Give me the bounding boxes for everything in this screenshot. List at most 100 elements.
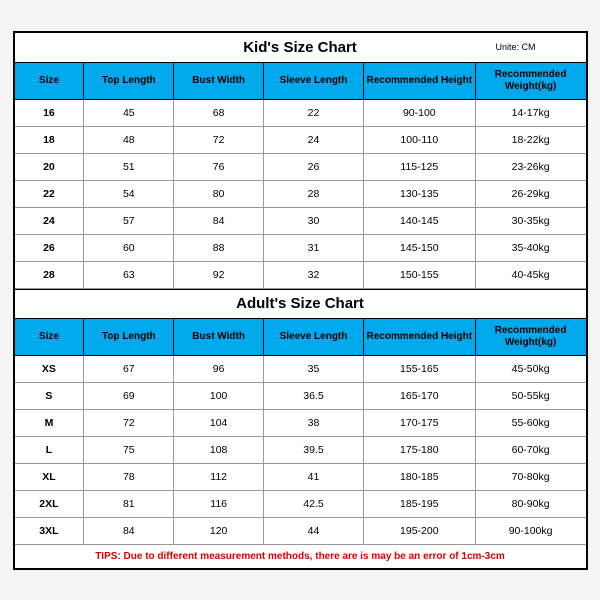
table-cell: 63 [84,262,174,289]
table-cell: 18-22kg [476,127,586,154]
table-cell: 72 [84,410,174,437]
table-cell: 55-60kg [476,410,586,437]
table-cell: L [15,437,85,464]
adults-table-body: XS679635155-16545-50kgS6910036.5165-1705… [15,356,586,545]
table-cell: 28 [15,262,85,289]
table-cell: 170-175 [364,410,476,437]
table-cell: 175-180 [364,437,476,464]
unite-label: Unite: CM [495,42,535,52]
table-cell: 35-40kg [476,235,586,262]
kids-title: Kid's Size Chart [243,39,357,56]
table-cell: 67 [84,356,174,383]
table-cell: 69 [84,383,174,410]
table-cell: 88 [174,235,264,262]
table-cell: 60-70kg [476,437,586,464]
adults-title-row: Adult's Size Chart [15,289,586,319]
table-cell: 22 [15,181,85,208]
table-cell: 24 [15,208,85,235]
kids-col-bustwidth: Bust Width [174,63,264,100]
table-cell: M [15,410,85,437]
table-cell: 80-90kg [476,491,586,518]
table-cell: 90-100kg [476,518,586,545]
kids-col-toplength: Top Length [84,63,174,100]
adults-title: Adult's Size Chart [236,295,364,312]
table-row: 28639232150-15540-45kg [15,262,586,289]
kids-table-body: 1645682290-10014-17kg18487224100-11018-2… [15,100,586,289]
table-row: 22548028130-13526-29kg [15,181,586,208]
table-row: L7510839.5175-18060-70kg [15,437,586,464]
table-cell: 2XL [15,491,85,518]
table-cell: 68 [174,100,264,127]
table-cell: 130-135 [364,181,476,208]
table-cell: 100 [174,383,264,410]
table-cell: 57 [84,208,174,235]
table-cell: XL [15,464,85,491]
table-cell: 104 [174,410,264,437]
kids-col-sleevelength: Sleeve Length [264,63,364,100]
kids-col-size: Size [15,63,85,100]
table-cell: 38 [264,410,364,437]
table-cell: 80 [174,181,264,208]
table-cell: 145-150 [364,235,476,262]
table-cell: 84 [174,208,264,235]
table-cell: 78 [84,464,174,491]
table-cell: 76 [174,154,264,181]
adults-col-recheight: Recommended Height [364,319,476,356]
table-cell: 75 [84,437,174,464]
table-row: 2XL8111642.5185-19580-90kg [15,491,586,518]
table-row: XL7811241180-18570-80kg [15,464,586,491]
kids-title-row: Kid's Size Chart Unite: CM [15,33,586,63]
table-cell: 18 [15,127,85,154]
table-cell: 116 [174,491,264,518]
table-cell: 155-165 [364,356,476,383]
table-cell: 165-170 [364,383,476,410]
table-cell: 31 [264,235,364,262]
table-row: XS679635155-16545-50kg [15,356,586,383]
adults-header-row: Size Top Length Bust Width Sleeve Length… [15,319,586,356]
table-cell: 150-155 [364,262,476,289]
table-row: 20517626115-12523-26kg [15,154,586,181]
table-cell: 180-185 [364,464,476,491]
table-cell: 108 [174,437,264,464]
table-cell: 50-55kg [476,383,586,410]
table-cell: 120 [174,518,264,545]
table-cell: 3XL [15,518,85,545]
table-cell: 39.5 [264,437,364,464]
adults-col-sleevelength: Sleeve Length [264,319,364,356]
table-cell: 24 [264,127,364,154]
kids-header-row: Size Top Length Bust Width Sleeve Length… [15,63,586,100]
table-cell: 20 [15,154,85,181]
tips-text: TIPS: Due to different measurement metho… [15,545,586,568]
table-cell: 30 [264,208,364,235]
table-cell: 42.5 [264,491,364,518]
table-row: 18487224100-11018-22kg [15,127,586,154]
table-cell: 30-35kg [476,208,586,235]
table-cell: S [15,383,85,410]
table-cell: 48 [84,127,174,154]
table-cell: 81 [84,491,174,518]
adults-col-bustwidth: Bust Width [174,319,264,356]
table-cell: 26 [15,235,85,262]
table-cell: 35 [264,356,364,383]
table-cell: 45-50kg [476,356,586,383]
table-cell: 84 [84,518,174,545]
table-cell: 26-29kg [476,181,586,208]
table-cell: 45 [84,100,174,127]
table-cell: 22 [264,100,364,127]
table-row: 1645682290-10014-17kg [15,100,586,127]
table-cell: 115-125 [364,154,476,181]
adults-col-toplength: Top Length [84,319,174,356]
table-cell: 44 [264,518,364,545]
table-cell: 100-110 [364,127,476,154]
table-cell: 140-145 [364,208,476,235]
table-cell: 90-100 [364,100,476,127]
table-row: M7210438170-17555-60kg [15,410,586,437]
table-row: S6910036.5165-17050-55kg [15,383,586,410]
adults-col-recweight: Recommended Weight(kg) [476,319,586,356]
table-cell: 92 [174,262,264,289]
table-row: 3XL8412044195-20090-100kg [15,518,586,545]
table-cell: 14-17kg [476,100,586,127]
table-cell: 40-45kg [476,262,586,289]
table-cell: 185-195 [364,491,476,518]
table-row: 24578430140-14530-35kg [15,208,586,235]
